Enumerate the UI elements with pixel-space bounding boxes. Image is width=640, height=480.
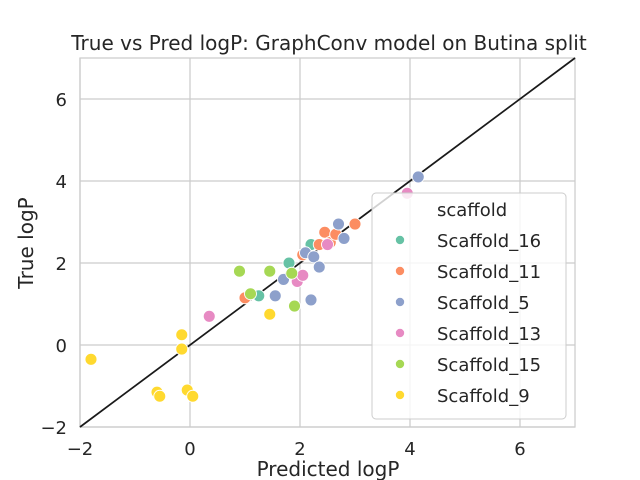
y-tick-label: −2 — [40, 418, 67, 439]
y-tick-label: 2 — [56, 254, 67, 275]
legend-label: Scaffold_15 — [437, 355, 541, 376]
legend-marker — [395, 297, 405, 307]
data-point — [175, 342, 189, 356]
legend-label: Scaffold_5 — [437, 293, 530, 314]
data-point — [233, 264, 246, 278]
data-point — [84, 352, 98, 366]
data-point — [307, 250, 321, 264]
x-tick-label: 2 — [294, 439, 305, 460]
y-tick-label: 6 — [56, 90, 67, 111]
data-points — [84, 170, 425, 403]
data-point — [348, 217, 362, 231]
data-point — [175, 328, 189, 342]
data-point — [244, 287, 257, 301]
data-point — [263, 307, 277, 321]
chart-title: True vs Pred logP: GraphConv model on Bu… — [70, 31, 587, 55]
legend-label: Scaffold_16 — [437, 231, 541, 252]
legend-marker — [395, 390, 405, 400]
x-tick-label: 0 — [184, 439, 195, 460]
legend-title: scaffold — [437, 200, 507, 221]
plot-frame — [79, 57, 576, 428]
legend-marker — [395, 266, 405, 276]
legend-items: Scaffold_16 Scaffold_11 Scaffold_5 Scaffold… — [395, 231, 541, 407]
x-tick-label: 6 — [514, 439, 525, 460]
y-tick-label: 0 — [56, 336, 67, 357]
data-point — [153, 389, 167, 403]
data-point — [263, 264, 277, 278]
legend: scaffold Scaffold_16Scaffold_11Scaffold_… — [371, 192, 567, 420]
y-tick-label: 4 — [56, 172, 67, 193]
legend-marker — [395, 328, 405, 338]
legend-label: Scaffold_9 — [437, 386, 530, 407]
data-point — [268, 289, 282, 303]
x-axis-label: Predicted logP — [257, 457, 400, 480]
x-tick-label: 4 — [404, 439, 415, 460]
data-point — [186, 389, 200, 403]
data-point — [285, 266, 299, 280]
legend-label: Scaffold_11 — [437, 262, 541, 283]
data-point — [332, 217, 345, 231]
data-point — [296, 268, 310, 282]
legend-label: Scaffold_13 — [437, 324, 541, 345]
tick-labels: −2 0 2 4 6 −2 0 2 4 6 — [40, 90, 525, 460]
y-axis-label: True logP — [14, 197, 38, 289]
x-tick-label: −2 — [67, 439, 94, 460]
legend-frame — [371, 192, 567, 420]
data-point — [411, 170, 425, 184]
data-point — [312, 260, 326, 274]
legend-marker — [395, 359, 405, 369]
legend-marker — [395, 235, 405, 245]
data-point — [321, 238, 334, 252]
data-point — [304, 293, 318, 307]
data-point — [202, 309, 216, 323]
data-point — [337, 231, 351, 245]
data-point — [288, 299, 301, 313]
